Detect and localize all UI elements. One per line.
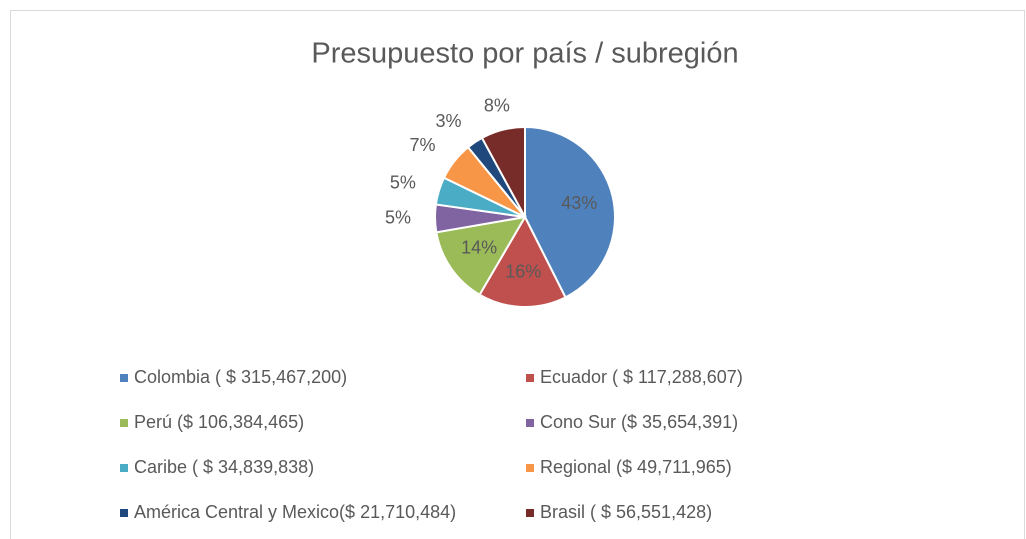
legend-marker [120, 374, 128, 382]
pie-slice [478, 214, 567, 308]
legend-label: Ecuador ( $ 117,288,607) [540, 367, 743, 387]
chart-title: Presupuesto por país / subregión [311, 38, 738, 70]
legend-label: Colombia ( $ 315,467,200) [134, 367, 347, 387]
legend-label: Cono Sur ($ 35,654,391) [540, 412, 738, 432]
data-label: 3% [435, 111, 461, 131]
legend-marker [526, 419, 534, 427]
legend-label: Caribe ( $ 34,839,838) [134, 457, 314, 477]
legend-marker [120, 464, 128, 472]
data-label: 8% [484, 95, 510, 115]
legend-label: Regional ($ 49,711,965) [540, 457, 732, 477]
data-label: 7% [410, 135, 436, 155]
legend-label: América Central y Mexico($ 21,710,484) [134, 502, 456, 522]
data-label: 5% [385, 208, 411, 228]
legend-marker [526, 464, 534, 472]
legend-marker [526, 509, 534, 517]
pie-slice [480, 125, 526, 218]
legend-label: Brasil ( $ 56,551,428) [540, 502, 712, 522]
pie-slice [524, 125, 616, 299]
legend-marker [120, 509, 128, 517]
legend-marker [120, 419, 128, 427]
data-label: 14% [461, 238, 497, 258]
data-label: 16% [505, 262, 541, 282]
pie-slice [435, 215, 527, 297]
legend-marker [526, 374, 534, 382]
legend-label: Perú ($ 106,384,465) [134, 412, 304, 432]
data-label: 5% [390, 173, 416, 193]
data-label: 43% [561, 193, 597, 213]
